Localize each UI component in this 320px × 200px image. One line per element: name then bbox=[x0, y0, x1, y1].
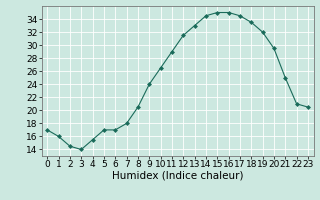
X-axis label: Humidex (Indice chaleur): Humidex (Indice chaleur) bbox=[112, 171, 243, 181]
